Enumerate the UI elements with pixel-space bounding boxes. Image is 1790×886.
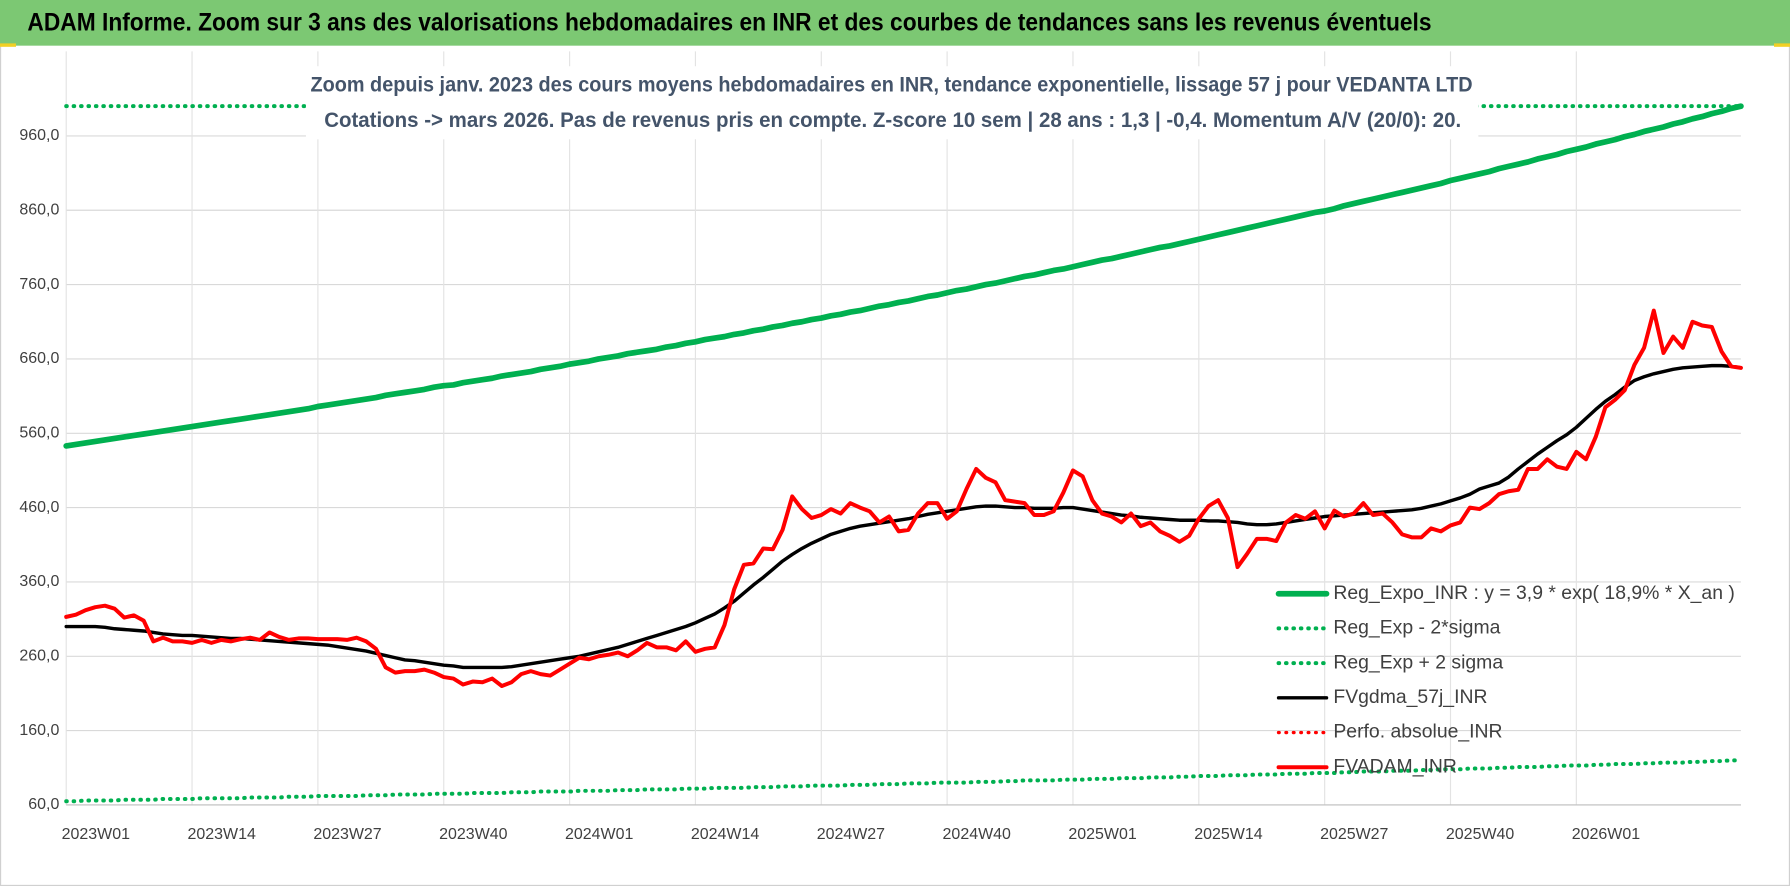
legend-label: FVgdma_57j_INR (1333, 686, 1487, 708)
legend: Reg_Expo_INR : y = 3,9 * exp( 18,9% * X_… (1275, 582, 1735, 777)
x-tick-label: 2023W14 (187, 826, 255, 843)
series-line (63, 103, 1744, 449)
x-tick-label: 2025W01 (1068, 826, 1136, 843)
series-line (64, 308, 1743, 688)
series-line (64, 363, 1743, 670)
x-tick-label: 2026W01 (1572, 826, 1640, 843)
title-bar (0, 0, 1790, 46)
x-tick-label: 2023W40 (439, 826, 507, 843)
y-tick-label: 760,0 (19, 276, 59, 293)
y-tick-label: 660,0 (19, 350, 59, 367)
legend-label: FVADAM_INR (1333, 755, 1457, 777)
corner-accent (0, 43, 16, 47)
chart-title: ADAM Informe. Zoom sur 3 ans des valoris… (27, 9, 1431, 37)
y-tick-label: 260,0 (19, 647, 59, 664)
x-tick-label: 2024W01 (565, 826, 633, 843)
y-tick-label: 960,0 (19, 127, 59, 144)
y-tick-label: 60,0 (28, 796, 59, 813)
chart-subtitle: Zoom depuis janv. 2023 des cours moyens … (311, 71, 1473, 96)
y-tick-label: 560,0 (19, 424, 59, 441)
legend-label: Reg_Exp - 2*sigma (1333, 617, 1500, 639)
y-tick-label: 160,0 (19, 722, 59, 739)
x-tick-label: 2025W40 (1446, 826, 1514, 843)
x-tick-label: 2024W14 (691, 826, 759, 843)
x-tick-label: 2025W27 (1320, 826, 1388, 843)
x-tick-label: 2023W27 (313, 826, 381, 843)
legend-label: Reg_Exp + 2 sigma (1333, 651, 1503, 673)
x-tick-label: 2025W14 (1194, 826, 1262, 843)
plot-area: 60,0 160,0 260,0 360,0 460,0 560,0 660,0 760,0 8… (19, 51, 1744, 843)
chart-subtitle: Cotations -> mars 2026. Pas de revenus p… (324, 107, 1461, 132)
y-tick-label: 460,0 (19, 499, 59, 516)
legend-label: Perfo. absolue_INR (1333, 721, 1502, 743)
y-tick-label: 860,0 (19, 201, 59, 218)
subtitle-backdrop (305, 66, 1479, 140)
x-tick-label: 2024W27 (817, 826, 885, 843)
corner-accent (1774, 43, 1790, 47)
x-tick-label: 2024W40 (943, 826, 1011, 843)
y-tick-label: 360,0 (19, 573, 59, 590)
series-line (64, 758, 1743, 804)
legend-label: Reg_Expo_INR : y = 3,9 * exp( 18,9% * X_… (1333, 582, 1734, 604)
x-tick-label: 2023W01 (62, 826, 130, 843)
